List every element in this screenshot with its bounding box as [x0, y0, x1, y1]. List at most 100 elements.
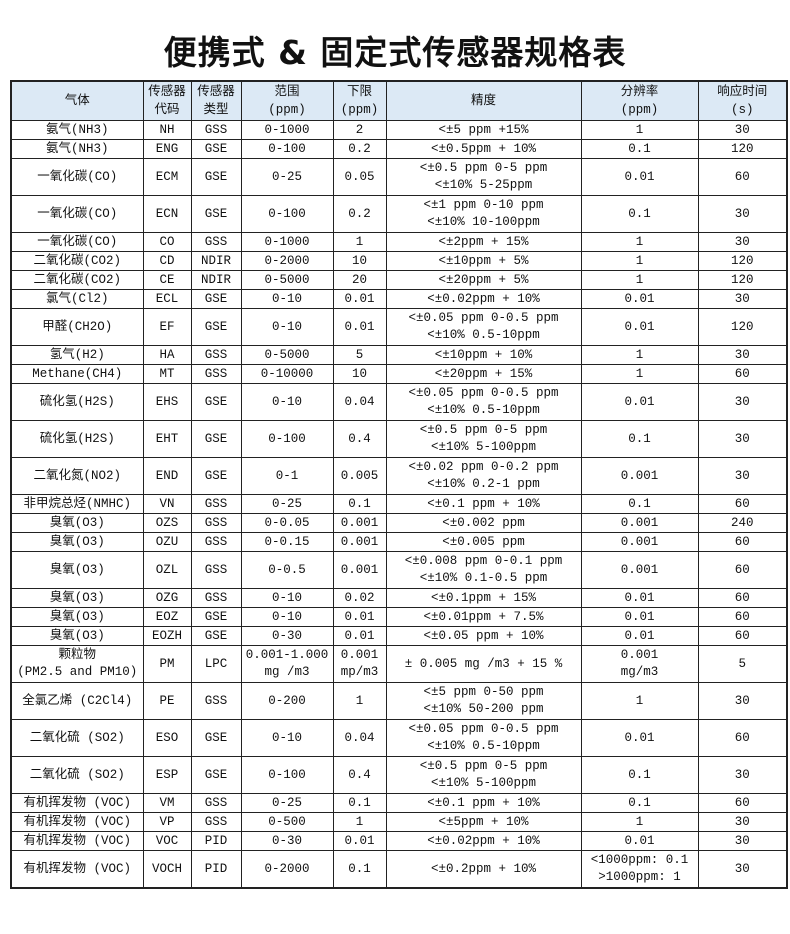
cell-text: 0.001 [340, 515, 379, 530]
cell-text: GSS [204, 234, 228, 249]
cell-sensor-code: VP [142, 812, 192, 832]
cell-sensor-code: ENG [142, 139, 192, 159]
cell-lower-limit: 0.01 [332, 289, 387, 309]
cell-sensor-type: GSE [190, 420, 242, 458]
column-header-sensor-type: 传感器 类型 [190, 80, 242, 121]
cell-range: 0-10 [240, 308, 334, 346]
cell-text: 二氧化氮(NO2) [33, 468, 121, 483]
cell-resolution: 0.001 [580, 551, 699, 589]
cell-text: EOZ [155, 609, 179, 624]
cell-text: >1000ppm: 1 [598, 870, 681, 884]
cell-lower-limit: 0.05 [332, 158, 387, 196]
cell-range: 0-0.15 [240, 532, 334, 552]
cell-resolution: 0.001 mg/m3 [580, 645, 699, 683]
cell-text: NDIR [200, 272, 231, 287]
cell-sensor-type: GSE [190, 158, 242, 196]
cell-sensor-type: GSE [190, 139, 242, 159]
page-title: 便携式 & 固定式传感器规格表 [163, 33, 627, 72]
cell-text: 0.001 [620, 515, 659, 530]
cell-text: 臭氧(O3) [49, 515, 105, 530]
table-row: 氨气(NH3) NH GSS 0-1000 2 <±5 ppm +15% 1 30 [10, 120, 788, 140]
cell-sensor-type: GSE [190, 607, 242, 627]
table-row: 甲醛(CH2O) EF GSE 0-10 0.01 <±0.05 ppm 0-0.5 pp… [10, 308, 788, 346]
cell-text: 0.1 [628, 206, 651, 221]
cell-text: 120 [730, 253, 754, 268]
header-text: 精度 [470, 94, 496, 108]
cell-text: 臭氧(O3) [49, 562, 105, 577]
cell-text: 1 [355, 234, 364, 249]
cell-text: 一氧化碳(CO) [37, 206, 118, 221]
cell-text: ± 0.005 mg /m3 + 15 % [404, 656, 563, 671]
cell-text: <±0.05 ppm + 10% [423, 628, 544, 643]
cell-resolution: 0.001 [580, 457, 699, 495]
cell-sensor-type: NDIR [190, 251, 242, 271]
cell-sensor-code: EOZ [142, 607, 192, 627]
cell-text: 60 [734, 609, 750, 624]
cell-text: 30 [734, 234, 750, 249]
cell-sensor-type: GSE [190, 756, 242, 794]
cell-text: <±0.05 ppm 0-0.5 ppm [408, 722, 559, 736]
cell-text: 10 [351, 366, 367, 381]
column-header-sensor-code: 传感器 代码 [142, 80, 192, 121]
cell-sensor-code: ECL [142, 289, 192, 309]
cell-text: <1000ppm: 0.1 [590, 853, 689, 867]
cell-text: GSE [204, 628, 228, 643]
cell-text: <±0.5ppm + 10% [430, 141, 537, 156]
cell-sensor-code: EF [142, 308, 192, 346]
cell-lower-limit: 0.2 [332, 195, 387, 233]
cell-text: 甲醛(CH2O) [42, 319, 113, 334]
cell-text: 60 [734, 795, 750, 810]
cell-text: 0.1 [628, 141, 651, 156]
cell-text: 0-1 [275, 468, 299, 483]
cell-sensor-type: GSE [190, 289, 242, 309]
cell-text: <±0.01ppm + 7.5% [423, 609, 544, 624]
cell-text: 60 [734, 534, 750, 549]
cell-text: <±10% 0.1-0.5 ppm [419, 571, 548, 585]
cell-text: 0.01 [624, 319, 655, 334]
cell-sensor-code: PE [142, 682, 192, 720]
cell-range: 0-1 [240, 457, 334, 495]
cell-resolution: 0.001 [580, 532, 699, 552]
cell-gas: Methane(CH4) [10, 364, 144, 384]
cell-text: 0-10 [271, 291, 302, 306]
cell-text: PM [159, 656, 175, 671]
cell-text: 0-10 [271, 394, 302, 409]
cell-text: 氨气(NH3) [45, 122, 109, 137]
cell-accuracy: <±0.008 ppm 0-0.1 ppm <±10% 0.1-0.5 ppm [385, 551, 582, 589]
table-row: 一氧化碳(CO) CO GSS 0-1000 1 <±2ppm + 15% 1 30 [10, 232, 788, 252]
cell-range: 0-2000 [240, 251, 334, 271]
cell-text: <±20ppm + 15% [434, 366, 533, 381]
cell-gas: 氨气(NH3) [10, 139, 144, 159]
cell-text: 60 [734, 562, 750, 577]
cell-lower-limit: 0.4 [332, 420, 387, 458]
cell-text: <±10% 0.5-10ppm [427, 739, 540, 753]
cell-text: 0.01 [344, 291, 375, 306]
cell-sensor-type: GSS [190, 494, 242, 514]
cell-text: 有机挥发物 (VOC) [23, 814, 131, 829]
cell-text: <±10% 0.5-10ppm [427, 328, 540, 342]
cell-accuracy: <±5 ppm 0-50 ppm <±10% 50-200 ppm [385, 682, 582, 720]
cell-text: 0-100 [268, 206, 306, 221]
table-row: 有机挥发物 (VOC) VM GSS 0-25 0.1 <±0.1 ppm + 10% 0.… [10, 793, 788, 813]
cell-text: 30 [734, 431, 750, 446]
cell-text: (PM2.5 and PM10) [17, 665, 138, 679]
cell-lower-limit: 0.001 [332, 532, 387, 552]
cell-range: 0-30 [240, 831, 334, 851]
cell-text: GSE [204, 206, 228, 221]
cell-lower-limit: 0.01 [332, 308, 387, 346]
cell-text: 非甲烷总烃(NMHC) [23, 496, 131, 511]
cell-response-time: 30 [697, 120, 788, 140]
cell-lower-limit: 0.02 [332, 588, 387, 608]
cell-text: 0.1 [628, 496, 651, 511]
cell-text: 0-10000 [260, 366, 314, 381]
cell-resolution: 0.1 [580, 756, 699, 794]
cell-accuracy: <±2ppm + 15% [385, 232, 582, 252]
cell-resolution: 1 [580, 120, 699, 140]
column-header-gas: 气体 [10, 80, 144, 121]
cell-sensor-type: LPC [190, 645, 242, 683]
cell-accuracy: <±0.002 ppm [385, 513, 582, 533]
cell-text: 0-200 [268, 693, 306, 708]
cell-text: 0.1 [348, 861, 371, 876]
cell-text: VN [159, 496, 175, 511]
cell-sensor-type: PID [190, 850, 242, 889]
